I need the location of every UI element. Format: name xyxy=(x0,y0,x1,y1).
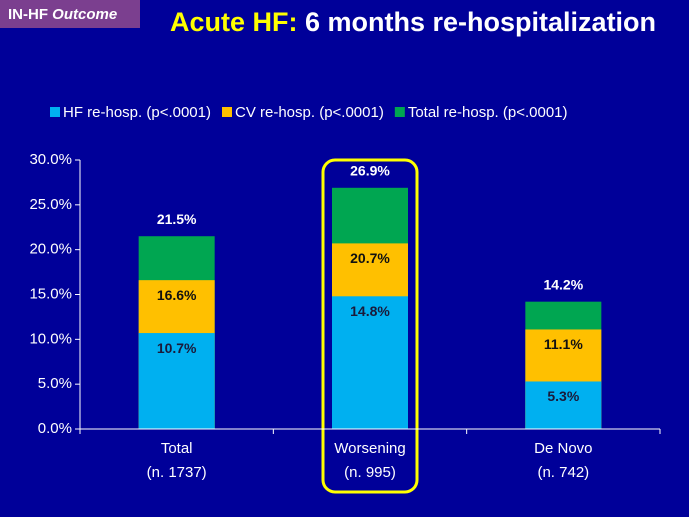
title-highlight: Acute HF: xyxy=(170,7,298,37)
data-label: 21.5% xyxy=(157,211,197,227)
x-tick-label: Worsening xyxy=(334,440,405,457)
data-label: 26.9% xyxy=(350,162,390,178)
x-tick-label: De Novo xyxy=(534,440,592,457)
legend-label: CV re-hosp. (p<.0001) xyxy=(235,104,384,121)
data-label: 14.2% xyxy=(543,276,583,292)
badge-box xyxy=(0,0,140,28)
bar xyxy=(138,333,215,429)
legend-label: Total re-hosp. (p<.0001) xyxy=(408,104,568,121)
legend-swatch xyxy=(222,107,232,117)
data-label: 10.7% xyxy=(157,340,197,356)
highlight-box xyxy=(321,158,419,494)
legend-swatch xyxy=(50,107,60,117)
bar xyxy=(332,296,408,429)
data-label: 20.7% xyxy=(350,250,390,266)
y-tick-label: 30.0% xyxy=(29,151,72,168)
badge: IN-HF Outcome xyxy=(8,6,117,23)
legend-swatch xyxy=(394,107,405,117)
y-tick-label: 25.0% xyxy=(29,196,72,213)
y-tick-label: 15.0% xyxy=(29,285,72,302)
data-label: 16.6% xyxy=(157,287,197,303)
badge-italic: Outcome xyxy=(52,6,117,23)
x-tick-note: (n. 995) xyxy=(344,464,396,481)
x-tick-note: (n. 1737) xyxy=(147,464,207,481)
y-tick-label: 0.0% xyxy=(38,420,72,437)
chart-title: Acute HF: 6 months re-hospitalization xyxy=(170,7,656,37)
bar xyxy=(525,381,602,429)
data-label: 14.8% xyxy=(350,303,390,319)
title-text: 6 months re-hospitalization xyxy=(305,7,656,37)
data-label: 11.1% xyxy=(544,336,583,352)
y-tick-label: 20.0% xyxy=(29,241,72,258)
y-tick-label: 10.0% xyxy=(29,330,72,347)
legend-label: HF re-hosp. (p<.0001) xyxy=(63,104,211,121)
data-label: 5.3% xyxy=(547,388,579,404)
y-tick-label: 5.0% xyxy=(38,375,72,392)
x-tick-label: Total xyxy=(161,440,193,457)
badge-text: IN-HF xyxy=(8,6,48,23)
x-tick-note: (n. 742) xyxy=(537,464,589,481)
